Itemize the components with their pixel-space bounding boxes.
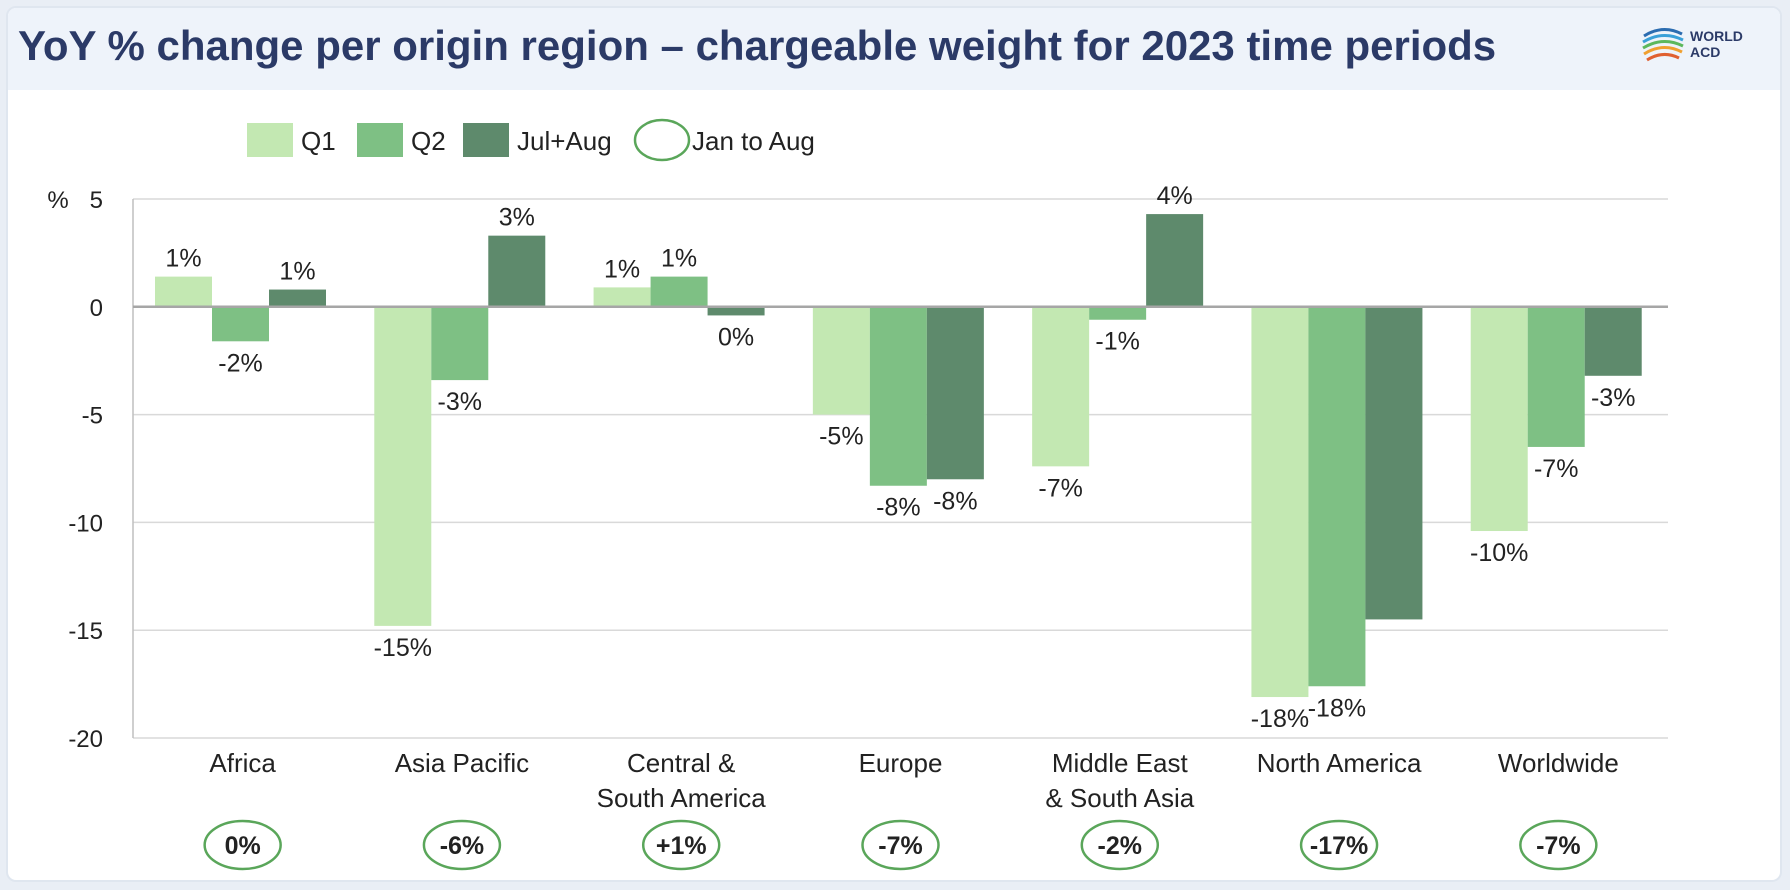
legend-label: Jan to Aug [692,126,815,156]
bar-q2 [650,276,708,307]
worldacd-logo-icon [1642,28,1684,62]
jan-aug-oval [1299,819,1379,871]
jan-aug-value: -6% [440,832,484,860]
category-label: South America [597,783,767,813]
data-label: -15% [374,634,432,662]
jan-aug-oval [1519,819,1598,871]
jan-aug-oval [641,819,721,871]
data-label: -3% [438,388,482,416]
jan-aug-oval [1080,819,1160,871]
data-label: -2% [218,349,262,377]
data-label: 1% [661,245,697,273]
bar-jul-aug [1584,306,1642,376]
data-label: -18% [1308,694,1366,722]
data-label: -5% [819,423,863,451]
header: YoY % change per origin region – chargea… [8,8,1780,90]
jan-aug-value: +1% [656,832,707,860]
y-tick-label: -20 [68,726,103,753]
category-label: Worldwide [1498,748,1619,778]
bar-q2 [869,306,927,486]
legend-swatch [463,123,509,157]
logo-line-1: WORLD [1690,28,1743,44]
data-label: 1% [165,245,201,273]
data-label: -18% [1251,705,1309,733]
category-label: Middle East [1052,748,1189,778]
bar-q1 [593,287,651,307]
bar-q1 [1251,306,1309,698]
category-label: North America [1257,748,1422,778]
y-tick-label: -10 [68,510,103,537]
data-label: 0% [718,323,754,351]
data-label: -3% [1591,384,1635,412]
data-label: 3% [499,204,535,232]
y-tick-label: -5 [82,403,103,430]
bar-q2 [1527,306,1585,447]
jan-aug-value: -7% [1536,832,1580,860]
legend-label: Q2 [411,126,446,156]
category-label: Central & [627,748,735,778]
jan-aug-value: 0% [225,832,261,860]
logo-text: WORLD ACD [1690,28,1743,60]
bar-q1 [374,306,432,626]
bar-jul-aug [488,235,546,307]
data-label: -7% [1038,474,1082,502]
y-axis-unit-label: % [47,187,68,214]
legend-label: Q1 [301,126,336,156]
category-label: Europe [859,748,943,778]
data-label: 1% [604,255,640,283]
bar-q1 [155,276,212,307]
bar-jul-aug [1146,214,1204,307]
jan-aug-oval [422,819,502,871]
bar-q2 [431,306,489,381]
bar-q1 [1470,306,1528,532]
y-tick-label: 0 [90,295,103,322]
logo-line-2: ACD [1690,44,1721,60]
bar-jul-aug [269,289,326,307]
bar-q1 [1032,306,1090,467]
data-label: -1% [1095,328,1139,356]
bar-q2 [212,306,269,342]
bar-jul-aug [926,306,984,480]
bar-q2 [1089,306,1147,320]
category-label: Asia Pacific [395,748,529,778]
worldacd-logo: WORLD ACD [1640,22,1750,72]
data-label: -7% [1534,455,1578,483]
legend-label: Jul+Aug [517,126,612,156]
legend-oval-swatch [633,118,691,162]
category-label: Africa [209,748,276,778]
page-title: YoY % change per origin region – chargea… [18,22,1497,69]
data-label: -10% [1470,539,1528,567]
data-label: 1% [279,258,315,286]
legend-swatch [247,123,293,157]
bar-q2 [1308,306,1366,687]
data-label: -8% [876,494,920,522]
data-label: -8% [933,487,977,515]
jan-aug-value: -2% [1098,832,1142,860]
y-tick-label: -15 [68,618,103,645]
y-tick-label: 5 [90,187,103,214]
data-label: 4% [1157,182,1193,210]
bar-q1 [812,306,870,415]
bar-jul-aug [1365,306,1423,620]
legend-swatch [357,123,403,157]
jan-aug-value: -17% [1310,832,1368,860]
jan-aug-value: -7% [878,832,922,860]
jan-aug-oval [203,819,282,871]
bar-jul-aug [707,306,765,316]
jan-aug-oval [861,819,940,871]
category-label: & South Asia [1045,783,1194,813]
